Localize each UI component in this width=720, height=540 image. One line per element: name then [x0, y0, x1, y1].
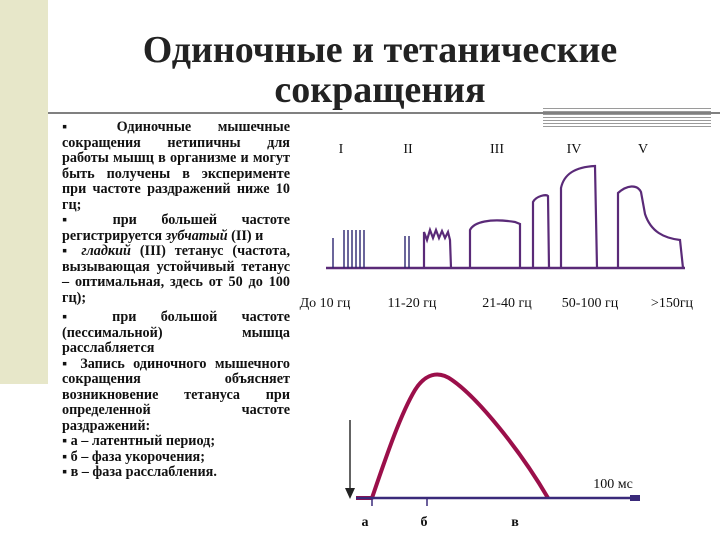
label-III: III	[490, 142, 504, 157]
label-II: II	[403, 142, 413, 157]
bullet-text: (II) и	[227, 227, 264, 244]
stimulus-arrow-head	[345, 488, 355, 499]
bullet-emphasis: гладкий	[81, 243, 131, 259]
bullet-item: ▪ при большей частоте регистрируется зуб…	[62, 212, 290, 244]
title-divider	[48, 112, 720, 114]
label-I: I	[339, 142, 344, 157]
label-IV: IV	[567, 142, 582, 157]
decorative-dashes	[543, 108, 711, 128]
bullet-item: ▪ б – фаза укорочения;	[62, 448, 290, 466]
trace-V	[616, 185, 685, 269]
twitch-diagram: 100 мс а б в	[345, 372, 640, 530]
page-title: Одиночные и тетанические сокращения	[142, 29, 618, 111]
twitch-curve	[356, 372, 550, 500]
bullet-list: ▪ Одиночные мышечные сокращения нетипичн…	[62, 119, 290, 481]
phase-label-v: в	[511, 515, 519, 530]
bullet-item: ▪ Запись одиночного мышечного сокращения…	[62, 355, 290, 435]
bullet-item: ▪ а – латентный период;	[62, 433, 290, 450]
freq-IV: 50-100 гц	[562, 296, 619, 311]
phase-label-a: а	[362, 515, 369, 530]
freq-III: 21-40 гц	[482, 296, 532, 311]
freq-I: До 10 гц	[300, 296, 351, 311]
bullet-text: ▪ а – латентный период;	[62, 433, 216, 449]
phase-label-b: б	[421, 515, 428, 530]
trace-IV	[531, 164, 599, 269]
bullet-item: ▪ гладкий (III) тетанус (час­тота, вызыв…	[62, 243, 290, 306]
accent-bar	[0, 0, 48, 384]
bullet-text: ▪ при большей частоте регистрируется	[62, 212, 290, 244]
freq-II: 11-20 гц	[388, 296, 437, 311]
freq-V: >150гц	[651, 296, 694, 311]
trace-III	[468, 219, 522, 268]
bullet-text: ▪ при большой частоте (пессимальной) мыш…	[62, 309, 290, 356]
bullet-text: (III) тетанус (час­тота, вызывающая усто…	[62, 243, 290, 306]
bullet-emphasis: зубчатый	[165, 227, 228, 244]
bullet-item: ▪ при большой частоте (пессимальной) мыш…	[62, 309, 290, 357]
bullet-text: ▪ в – фаза расслабления.	[62, 464, 217, 480]
bullet-item: ▪ в – фаза расслабления.	[62, 464, 290, 481]
label-V: V	[638, 142, 648, 157]
bullet-text: ▪ Одиночные мышечные сокращения нетипичн…	[62, 119, 290, 213]
stimulus-marks	[332, 230, 410, 268]
bullet-item: ▪ Одиночные мышечные сокращения нетипичн…	[62, 119, 290, 213]
bullet-text: ▪	[62, 243, 82, 259]
time-scale-label: 100 мс	[593, 477, 633, 492]
bullet-text: ▪ Запись одиночного мышечного сокращения…	[62, 355, 290, 434]
bullet-text: ▪ б – фаза укорочения;	[62, 448, 205, 465]
tetanus-diagram: I II III IV V До 10 гц 11-20 гц	[300, 142, 694, 311]
trace-II	[422, 226, 453, 269]
